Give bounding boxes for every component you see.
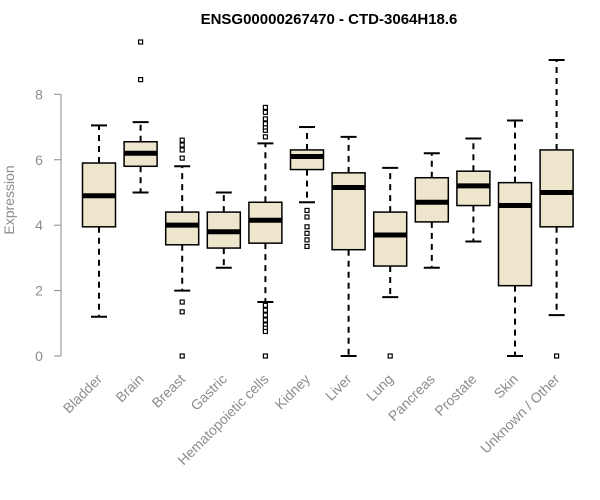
outlier-point — [262, 116, 268, 122]
outlier-point — [179, 309, 185, 315]
box-skin — [497, 119, 533, 357]
outlier-point — [262, 104, 268, 111]
outlier-point — [262, 317, 268, 323]
outlier-point — [262, 328, 268, 335]
boxes — [81, 39, 574, 359]
iqr-box — [331, 172, 366, 251]
iqr-box — [497, 181, 533, 287]
outlier-point — [179, 299, 185, 305]
outlier-point — [138, 39, 144, 45]
box-kidney — [289, 126, 325, 250]
outlier-point — [304, 214, 310, 220]
x-tick-label: Kidney — [272, 371, 314, 413]
y-tick-label: 2 — [35, 283, 43, 299]
outlier-point — [262, 312, 268, 318]
x-tick-label: Skin — [491, 371, 522, 402]
iqr-box — [289, 149, 325, 171]
outlier-point — [262, 302, 268, 308]
outlier-point — [304, 243, 310, 250]
x-tick-label: Lung — [363, 371, 396, 404]
box-pancreas — [414, 152, 450, 269]
outlier-point — [179, 147, 185, 153]
chart-title: ENSG00000267470 - CTD-3064H18.6 — [201, 11, 458, 28]
outlier-point — [553, 353, 560, 359]
outlier-point — [179, 353, 185, 359]
box-gastric — [206, 191, 242, 269]
box-breast — [164, 137, 200, 359]
x-tick-label: Liver — [322, 371, 355, 404]
outlier-point — [138, 77, 144, 83]
y-axis-label: Expression — [1, 165, 17, 234]
box-prostate — [456, 137, 491, 243]
outlier-point — [262, 121, 268, 127]
box-bladder — [81, 124, 117, 318]
x-tick-label: Unknown / Other — [477, 371, 563, 457]
outlier-point — [179, 137, 185, 143]
box-lung — [372, 166, 408, 359]
iqr-box — [539, 149, 574, 228]
box-brain — [123, 39, 158, 194]
y-tick-label: 4 — [35, 217, 43, 233]
y-tick-label: 0 — [35, 348, 43, 364]
x-tick-label: Brain — [112, 371, 146, 405]
x-tick-label: Bladder — [60, 371, 106, 417]
x-tick-label: Breast — [148, 371, 188, 411]
x-tick-label: Prostate — [431, 371, 479, 419]
iqr-box — [372, 211, 408, 267]
iqr-box — [164, 211, 200, 246]
outlier-point — [304, 237, 310, 243]
outlier-point — [262, 307, 268, 313]
box-unknown-other — [539, 58, 574, 359]
y-axis: 0 2 4 6 8 — [35, 86, 62, 364]
outlier-point — [179, 142, 185, 148]
y-tick-label: 8 — [35, 86, 43, 102]
outlier-point — [262, 353, 268, 359]
outlier-point — [304, 230, 310, 236]
outlier-point — [304, 207, 310, 214]
box-liver — [331, 135, 366, 357]
box-hematopoietic-cells — [248, 104, 283, 359]
outlier-point — [179, 155, 185, 161]
y-tick-label: 6 — [35, 152, 43, 168]
outlier-point — [304, 224, 310, 230]
outlier-point — [387, 353, 393, 359]
outlier-point — [262, 134, 268, 140]
outlier-point — [262, 109, 268, 115]
